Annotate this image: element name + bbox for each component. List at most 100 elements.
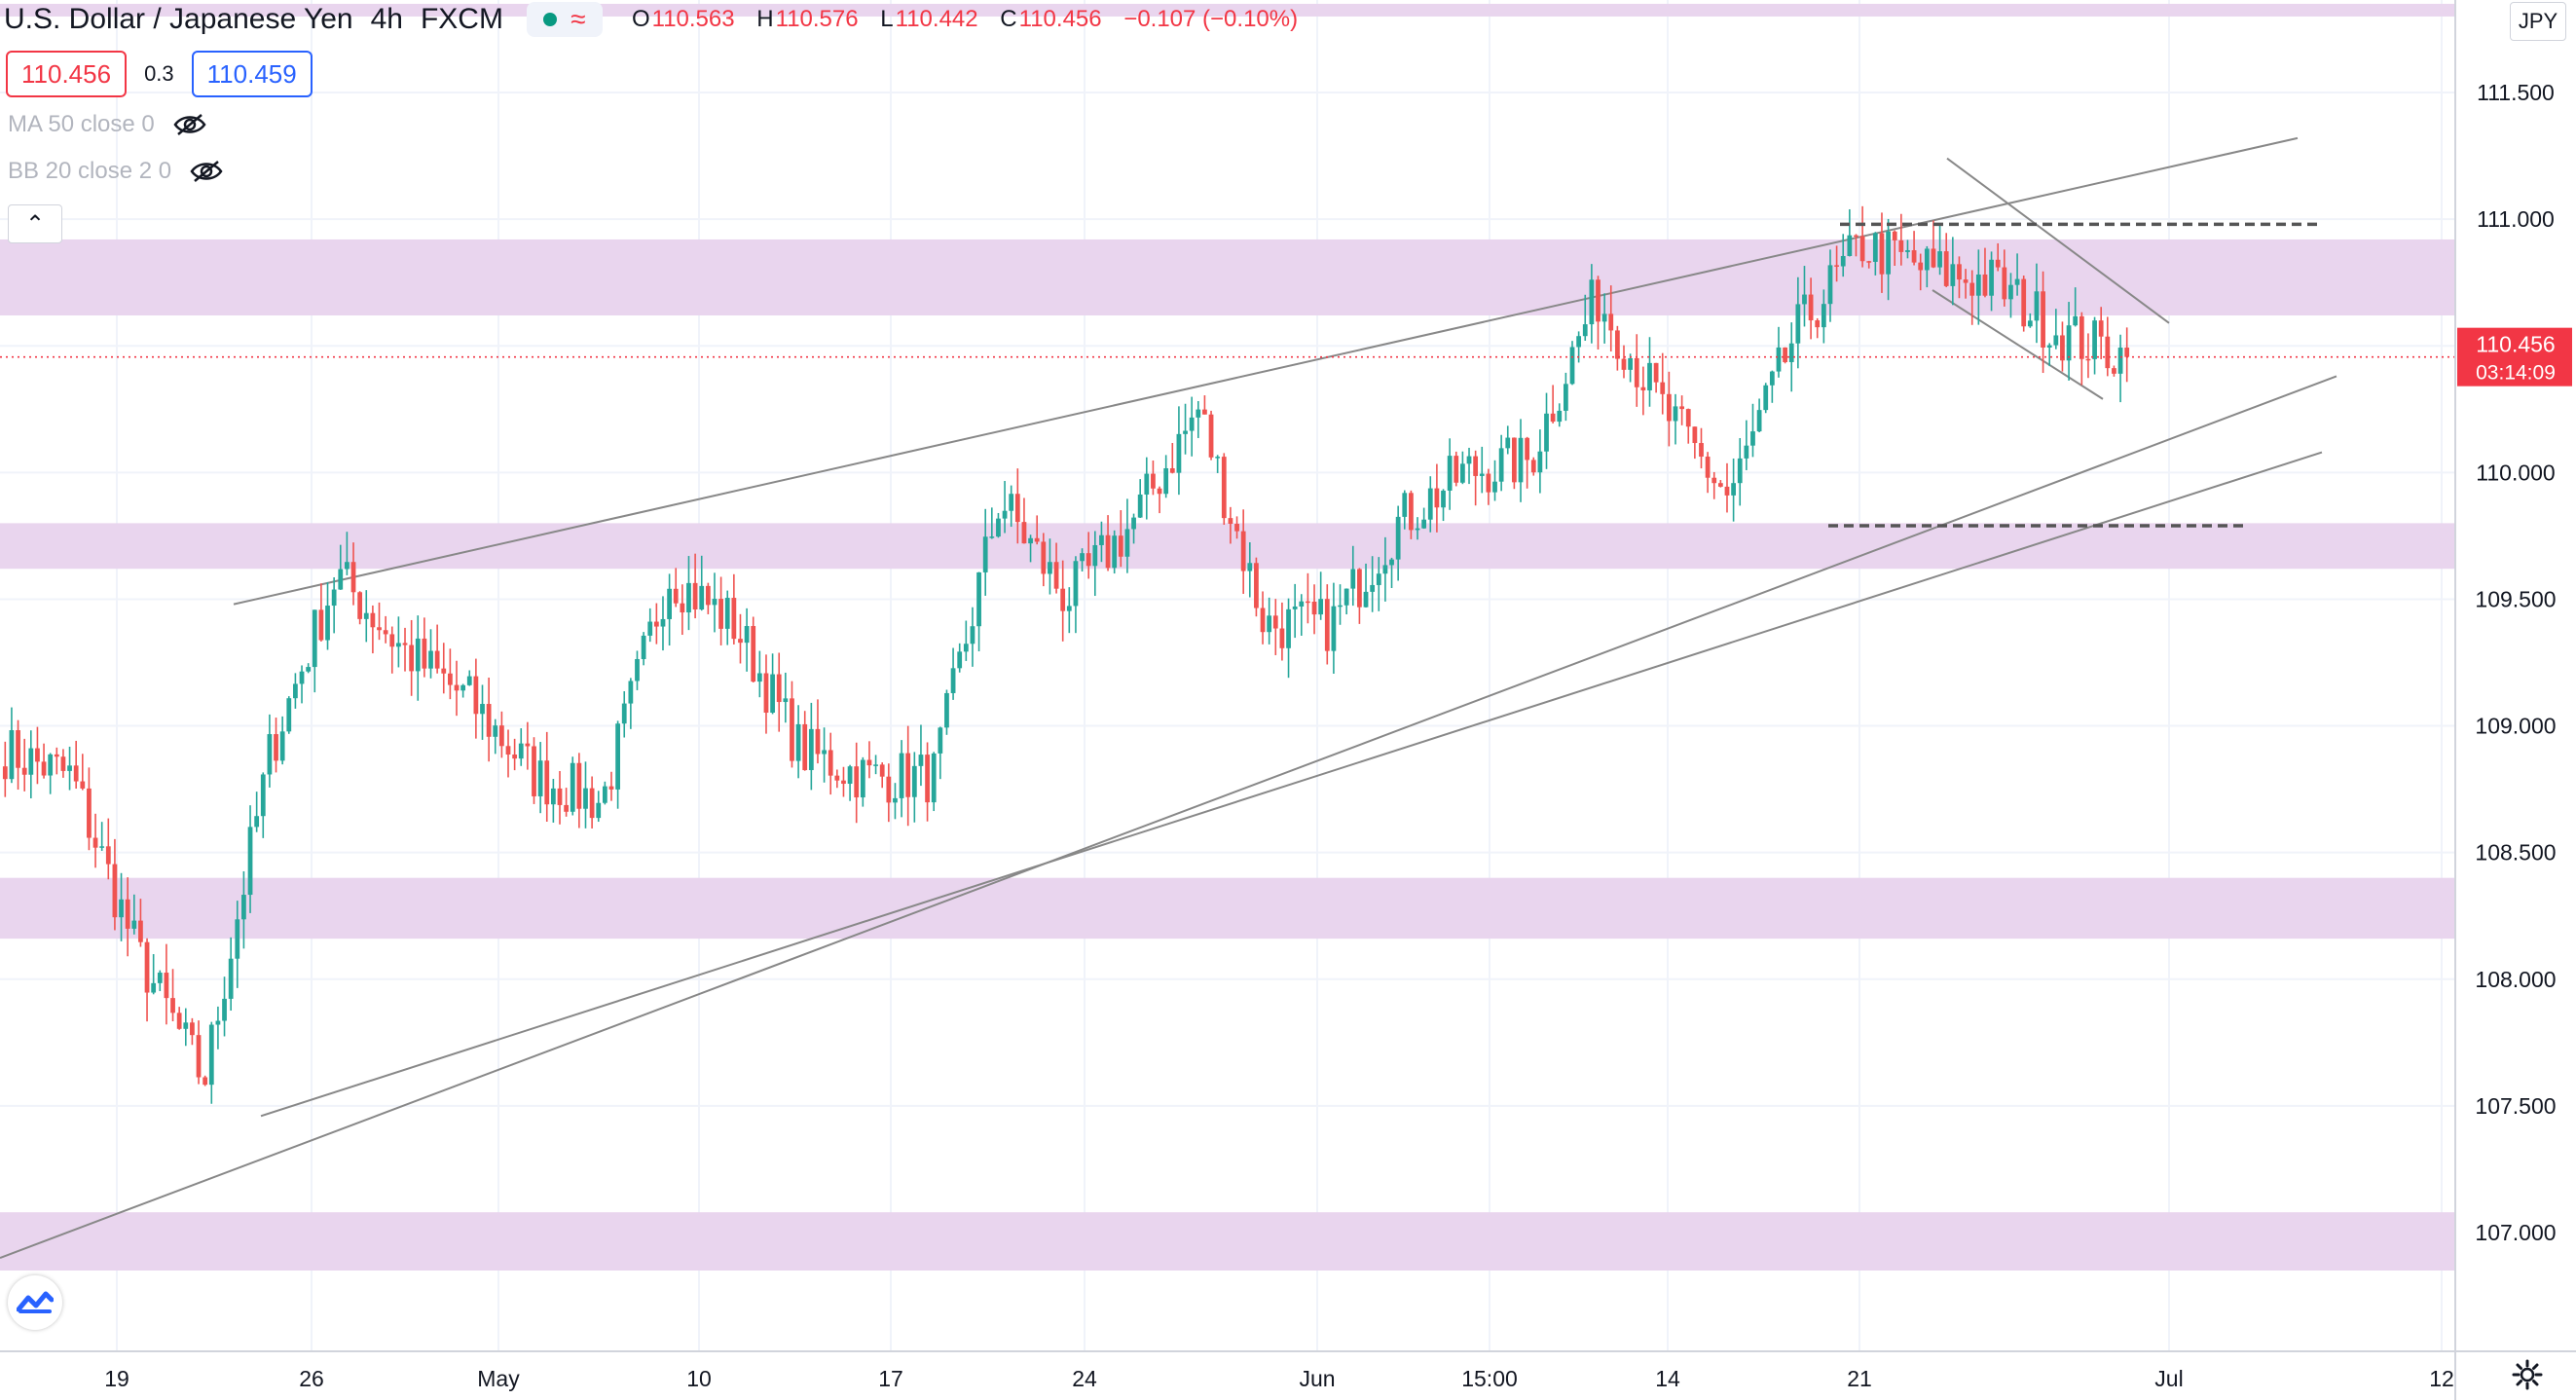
candle-body [48,754,54,776]
candle-body [1028,537,1033,544]
candle-body [751,626,756,682]
ohlc-change-value: −0.107 (−0.10%) [1123,6,1299,32]
candle-body [802,723,808,771]
candle-body [1859,236,1865,262]
candle-body [138,920,143,942]
indicator-ma[interactable]: MA 50 close 0 [8,111,207,138]
candle-body [525,743,531,747]
candle-body [1357,569,1362,608]
collapse-legend-button[interactable]: ⌃ [8,204,62,243]
candle-body [1640,387,1646,390]
candle-body [293,683,298,699]
candle-body [1512,437,1517,483]
candle-body [1892,231,1897,240]
candle-body [957,651,963,669]
candle-body [54,754,59,757]
candle-body [1092,544,1098,567]
candle-body [1550,413,1556,423]
candle-body [1234,524,1239,532]
candle-body [1647,362,1652,390]
candle-body [731,598,737,640]
trendline-lower-channel [260,451,2323,1118]
candle-body [2112,368,2116,374]
symbol-title[interactable]: U.S. Dollar / Japanese Yen [4,3,353,35]
interval-label[interactable]: 4h [370,3,403,35]
candle-body [1673,406,1678,422]
candle-body [1943,251,1949,286]
buy-button[interactable]: 110.459 [191,51,313,97]
time-tick-label: 12 [2429,1366,2454,1391]
price-tick-label: 107.000 [2475,1220,2556,1245]
current-price-label: 110.456 [2476,332,2555,357]
indicator-bb[interactable]: BB 20 close 2 0 [8,158,224,185]
candle-body [80,781,86,789]
candle-body [1854,235,1858,238]
candle-body [1750,431,1755,446]
trendline-upper-channel [233,136,2299,606]
candle-body [918,755,924,766]
candle-body [1343,588,1349,606]
candle-body [1731,483,1736,496]
candle-body [944,692,949,728]
candle-body [2060,335,2065,361]
candle-body [1196,409,1201,418]
current-price-badge [2457,327,2572,387]
candle-body [1299,601,1305,607]
candle-body [1183,430,1188,434]
candle-body [1783,347,1787,362]
candle-body [699,585,705,609]
gear-icon[interactable] [2508,1355,2547,1394]
candle-body [1363,591,1369,608]
tradingview-logo-icon[interactable] [8,1275,62,1330]
market-status[interactable]: ≈ [526,2,603,37]
candle-body [1137,494,1143,518]
candle-body [170,998,175,1013]
candle-body [776,674,782,703]
market-open-dot-icon [543,13,558,26]
candle-body [822,750,827,755]
candle-body [1596,279,1601,322]
candle-body [2014,278,2020,285]
ohlc-readout: O110.563 H110.576 L110.442 C110.456 −0.1… [632,6,1313,33]
candle-body [1628,357,1634,370]
candle-body [576,762,582,809]
candle-body [970,626,975,645]
candle-body [1840,255,1846,267]
candle-body [67,765,72,771]
chart-grid [0,0,2455,1351]
candle-body [1350,569,1356,589]
candle-body [1118,535,1123,557]
candle-body [1705,457,1711,478]
candle-body [1382,565,1388,574]
candle-body [1834,265,1839,267]
candle-body [950,668,956,693]
candle-body [1228,518,1233,525]
ohlc-open-value: 110.563 [651,6,735,32]
candle-body [383,630,388,635]
candle-body [1886,231,1891,275]
candle-body [2041,291,2045,348]
candle-body [1395,516,1401,560]
eye-off-icon[interactable] [189,159,224,184]
sell-button[interactable]: 110.456 [6,51,128,97]
candle-body [854,766,860,798]
candle-body [512,755,518,759]
sr-zone [0,1212,2455,1271]
candle-body [602,786,607,803]
candle-body [1717,483,1723,487]
candle-body [247,827,253,896]
trendlines [0,136,2337,1259]
currency-button[interactable]: JPY [2510,2,2566,41]
candle-body [1589,279,1595,325]
candle-body [795,723,801,761]
candle-body [1124,529,1130,557]
candle-body [899,753,904,798]
candle-body [667,588,672,619]
eye-off-icon[interactable] [172,112,207,137]
candle-body [16,730,20,768]
candle-body [1267,615,1272,633]
candle-body [325,606,330,641]
candle-body [1421,519,1427,529]
candle-body [428,650,433,669]
